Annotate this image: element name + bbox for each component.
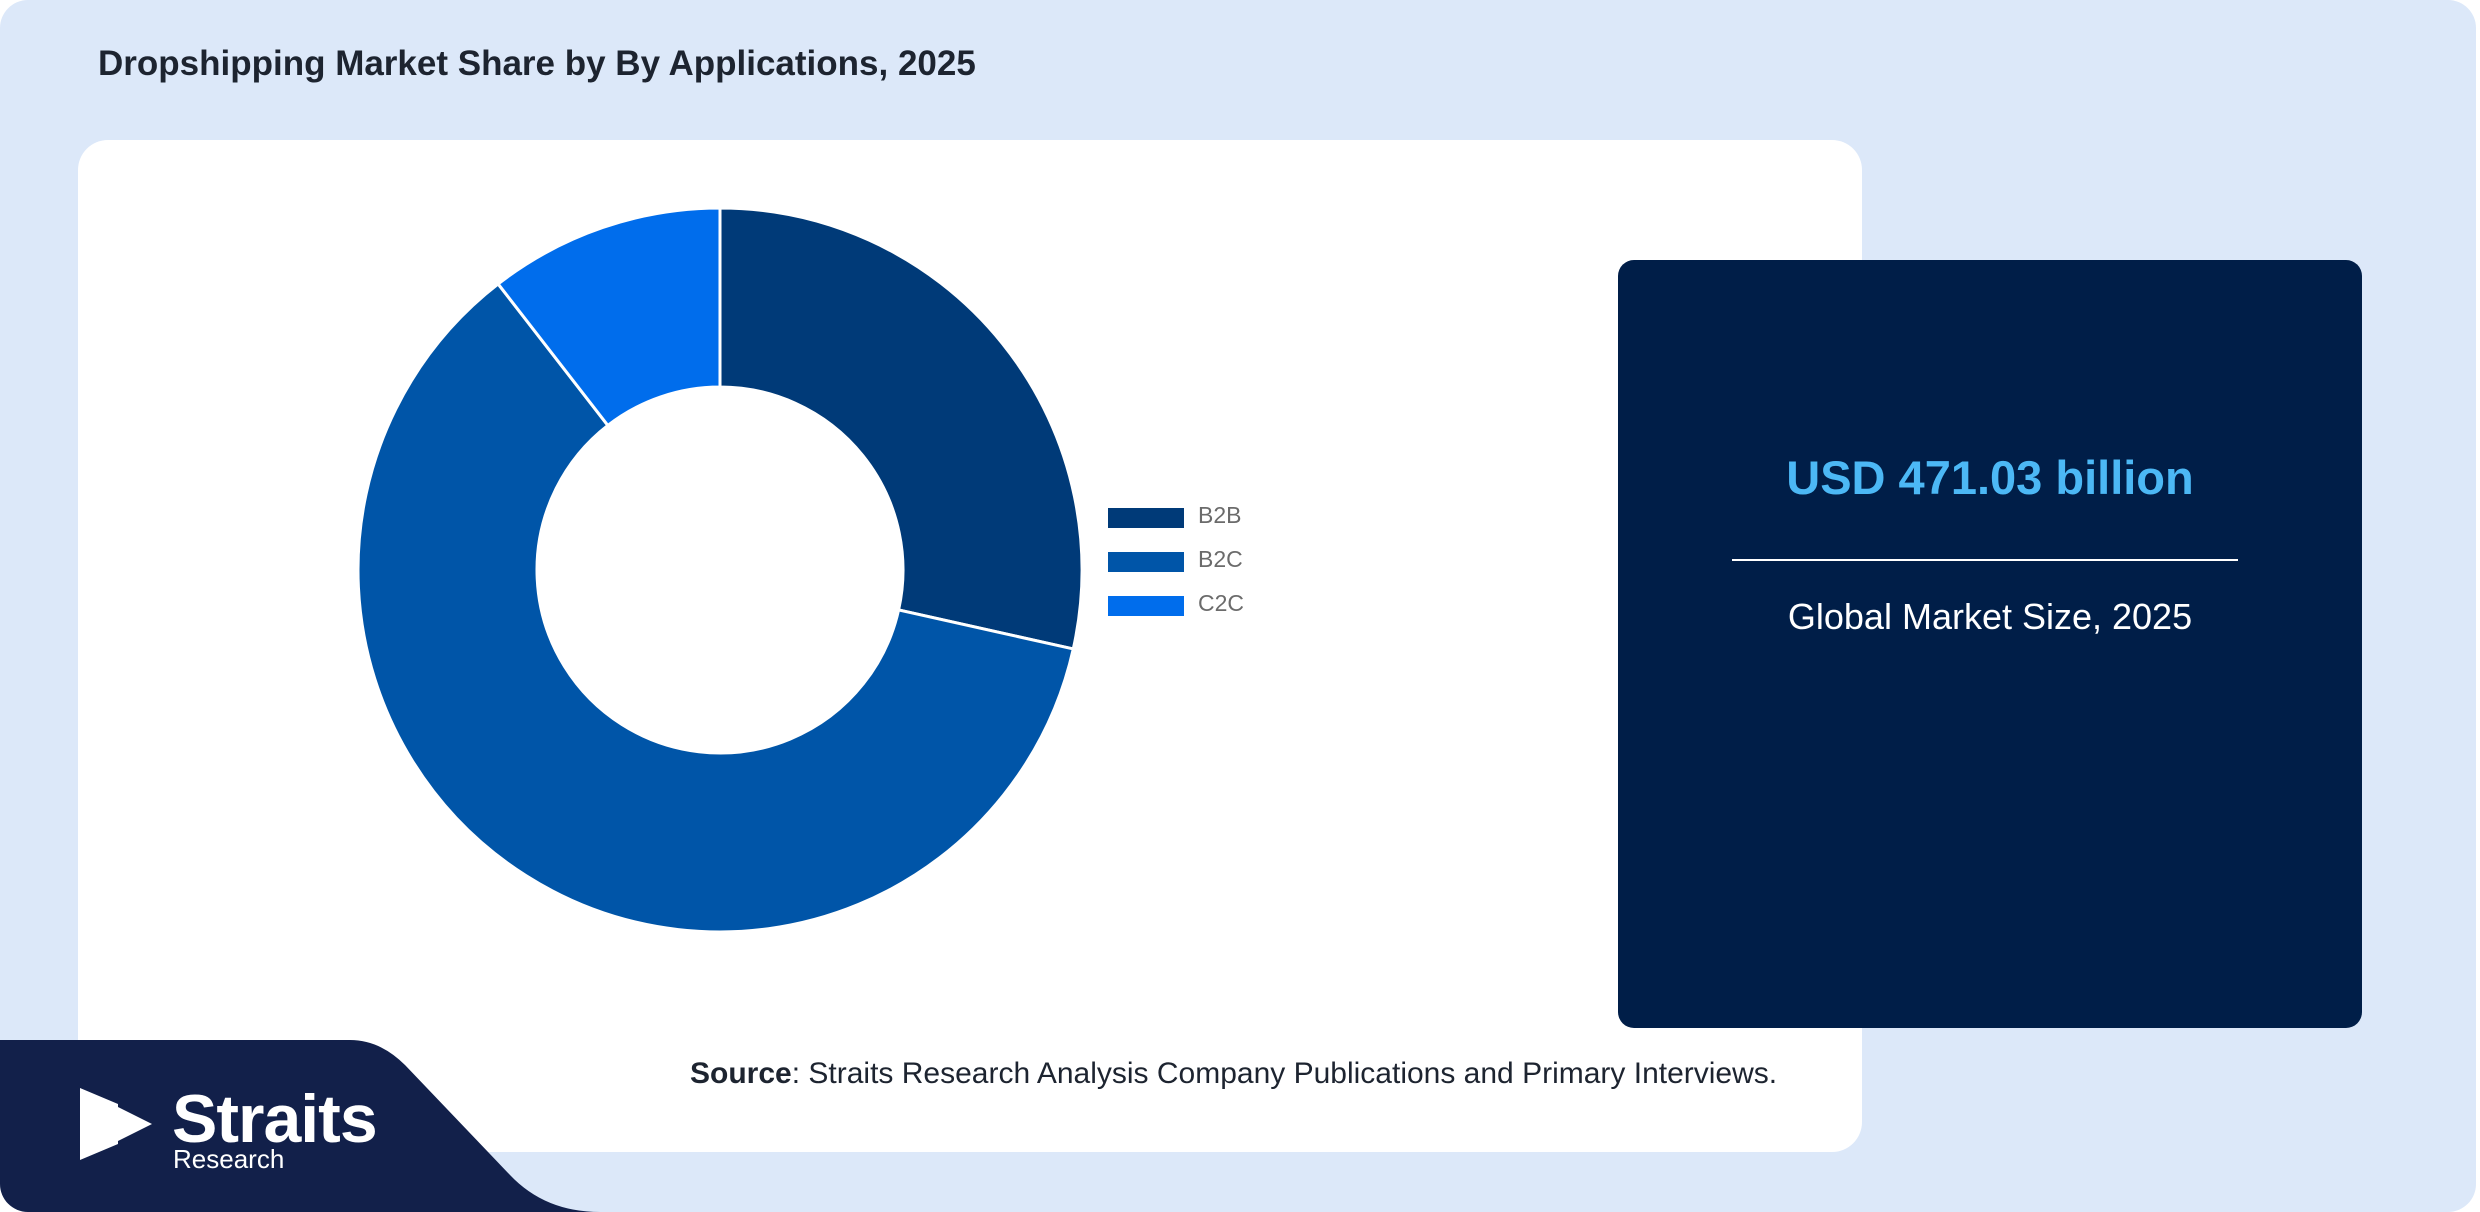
legend-label: B2B <box>1198 502 1242 528</box>
straits-arrow-icon <box>80 1088 152 1160</box>
legend-item-c2c: C2C <box>1108 588 1268 632</box>
logo-wordmark: Straits <box>172 1081 378 1157</box>
market-size-card: USD 471.03 billion Global Market Size, 2… <box>1618 260 2362 1028</box>
legend-swatch <box>1108 508 1184 528</box>
legend-item-b2c: B2C <box>1108 544 1268 588</box>
stat-divider <box>1732 559 2238 561</box>
source-label: Source <box>690 1057 792 1090</box>
market-size-value: USD 471.03 billion <box>1786 451 2194 504</box>
legend-label: B2C <box>1198 546 1243 572</box>
donut-chart <box>356 206 1084 934</box>
donut-slice-b2c <box>356 281 1076 934</box>
legend-swatch <box>1108 596 1184 616</box>
logo-band <box>0 1040 600 1212</box>
chart-title: Dropshipping Market Share by By Applicat… <box>98 44 976 83</box>
chart-legend: B2B B2C C2C <box>1108 500 1268 632</box>
market-size-label: Global Market Size, 2025 <box>1787 596 2193 637</box>
source-text: : Straits Research Analysis Company Publ… <box>791 1057 1778 1090</box>
source-note: Source: Straits Research Analysis Compan… <box>690 1057 1777 1091</box>
donut-slice-b2b <box>718 206 1084 651</box>
legend-label: C2C <box>1198 590 1245 616</box>
logo-subtitle: Research <box>173 1144 285 1174</box>
legend-swatch <box>1108 552 1184 572</box>
legend-item-b2b: B2B <box>1108 500 1268 544</box>
donut-slice-c2c <box>496 206 722 428</box>
